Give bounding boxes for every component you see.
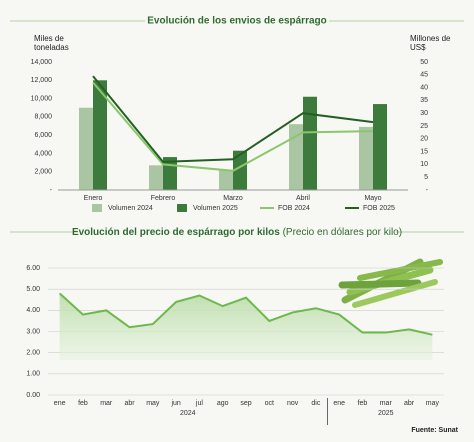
x-tick-label: feb xyxy=(358,400,368,407)
y2-tick-label: 50 xyxy=(420,59,428,66)
source: Fuente: Sunat xyxy=(411,427,458,434)
x-tick-label: mar xyxy=(100,400,113,407)
y2-tick-label: - xyxy=(426,187,429,194)
x-tick-label: ene xyxy=(333,400,345,407)
x-tick-label: Abril xyxy=(296,195,310,202)
title-bg xyxy=(78,224,396,240)
line xyxy=(92,75,374,163)
y2-tick-label: 35 xyxy=(420,97,428,104)
y2-tick-label: 10 xyxy=(420,161,428,168)
group-label: 2025 xyxy=(378,410,394,417)
y2-tick-label: 20 xyxy=(420,136,428,143)
chart-title: Evolución del precio de espárrago por ki… xyxy=(72,227,402,238)
y2-tick-label: 30 xyxy=(420,110,428,117)
x-tick-label: ago xyxy=(217,400,229,407)
y2-axis-label: Millones de US$ xyxy=(410,34,451,52)
x-tick-label: abr xyxy=(404,400,415,407)
bar xyxy=(303,96,317,190)
x-tick-label: Febrero xyxy=(151,195,176,202)
y-tick-label: 12,000 xyxy=(31,77,53,84)
x-tick-label: mar xyxy=(380,400,393,407)
chart-title: Evolución de los envios de espárrago xyxy=(147,16,327,27)
y-tick-label: 6,000 xyxy=(34,132,52,139)
line xyxy=(58,292,433,336)
bar xyxy=(233,150,247,190)
y-axis-label: Miles de toneladas xyxy=(34,34,69,52)
group-label: 2024 xyxy=(180,410,196,417)
legend-swatch xyxy=(177,204,187,212)
x-tick-label: jul xyxy=(195,400,203,407)
bar xyxy=(93,80,107,190)
y-tick-label: - xyxy=(50,187,53,194)
y-tick-label: 10,000 xyxy=(31,95,53,102)
bar xyxy=(359,126,373,190)
y2-tick-label: 45 xyxy=(420,72,428,79)
bar xyxy=(219,169,233,190)
legend-label: Volumen 2025 xyxy=(193,205,238,212)
y2-tick-label: 15 xyxy=(420,148,428,155)
x-tick-label: feb xyxy=(78,400,88,407)
title: Evolución del precio de espárrago por ki… xyxy=(72,227,280,238)
y-tick-label: 5.00 xyxy=(26,286,40,293)
y-tick-label: 2.00 xyxy=(26,350,40,357)
y2-tick-label: 40 xyxy=(420,84,428,91)
x-tick-label: may xyxy=(146,400,160,407)
x-tick-label: nov xyxy=(287,400,299,407)
asparagus xyxy=(338,258,443,308)
x-tick-label: abr xyxy=(124,400,135,407)
bar xyxy=(149,165,163,190)
x-tick-label: Marzo xyxy=(223,195,243,202)
y2-tick-label: 25 xyxy=(420,123,428,130)
line xyxy=(92,81,374,172)
legend-label: FOB 2025 xyxy=(363,205,395,212)
y-tick-label: 2,000 xyxy=(34,169,52,176)
area xyxy=(59,293,433,361)
bar xyxy=(289,124,303,190)
x-tick-label: sep xyxy=(240,400,251,407)
x-tick-label: jun xyxy=(170,400,180,407)
y-tick-label: 3.00 xyxy=(26,328,40,335)
y-tick-label: 6.00 xyxy=(26,265,40,272)
legend-label: FOB 2024 xyxy=(278,205,310,212)
legend-swatch xyxy=(92,204,102,212)
x-tick-label: dic xyxy=(311,400,320,407)
y2-tick-label: 5 xyxy=(424,174,428,181)
x-tick-label: oct xyxy=(265,400,274,407)
y-tick-label: 4,000 xyxy=(34,150,52,157)
x-tick-label: ene xyxy=(54,400,66,407)
x-tick-label: Enero xyxy=(84,195,103,202)
title-bg xyxy=(145,13,329,29)
y-tick-label: 14,000 xyxy=(31,59,53,66)
subtitle: (Precio en dólares por kilo) xyxy=(283,227,403,238)
y-tick-label: 8,000 xyxy=(34,114,52,121)
y-tick-label: 0.00 xyxy=(26,392,40,399)
y-tick-label: 1.00 xyxy=(26,371,40,378)
x-tick-label: Mayo xyxy=(364,195,381,202)
legend-label: Volumen 2024 xyxy=(108,205,153,212)
bar xyxy=(373,104,387,190)
y-tick-label: 4.00 xyxy=(26,307,40,314)
bar xyxy=(79,107,93,190)
x-tick-label: may xyxy=(426,400,440,407)
